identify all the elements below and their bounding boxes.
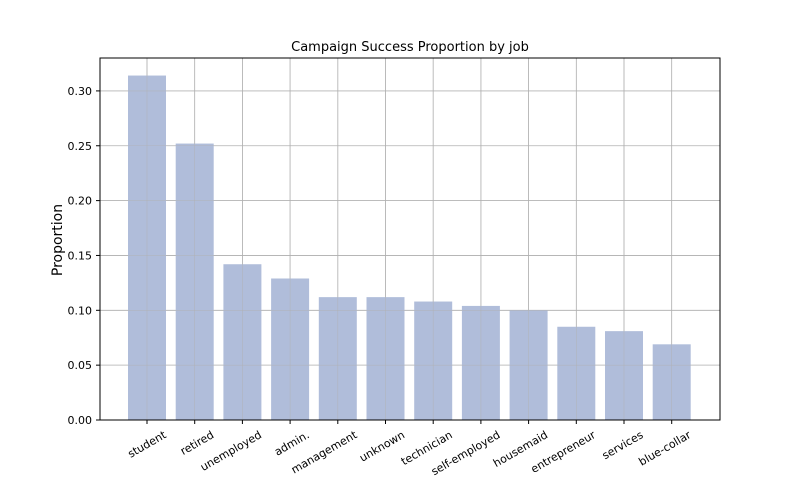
x-tick-label: student [126, 428, 170, 461]
chart-title: Campaign Success Proportion by job [291, 40, 529, 55]
y-tick-label: 0.15 [68, 249, 93, 262]
x-tick-label: retired [178, 428, 216, 457]
y-axis-label: Proportion [50, 204, 66, 276]
y-tick-label: 0.00 [68, 414, 93, 427]
y-tick-label: 0.25 [68, 140, 93, 153]
bars [100, 58, 720, 421]
x-tick-label: admin. [272, 428, 311, 458]
y-tick-label: 0.30 [68, 85, 93, 98]
x-tick-label: blue-collar [637, 428, 694, 468]
y-axis-ticks: 0.00 0.05 0.10 0.15 0.20 0.25 0.30 [68, 85, 100, 427]
y-tick-label: 0.05 [68, 359, 93, 372]
y-tick-label: 0.20 [68, 195, 93, 208]
y-tick-label: 0.10 [68, 304, 93, 317]
plot-frame [99, 57, 721, 421]
